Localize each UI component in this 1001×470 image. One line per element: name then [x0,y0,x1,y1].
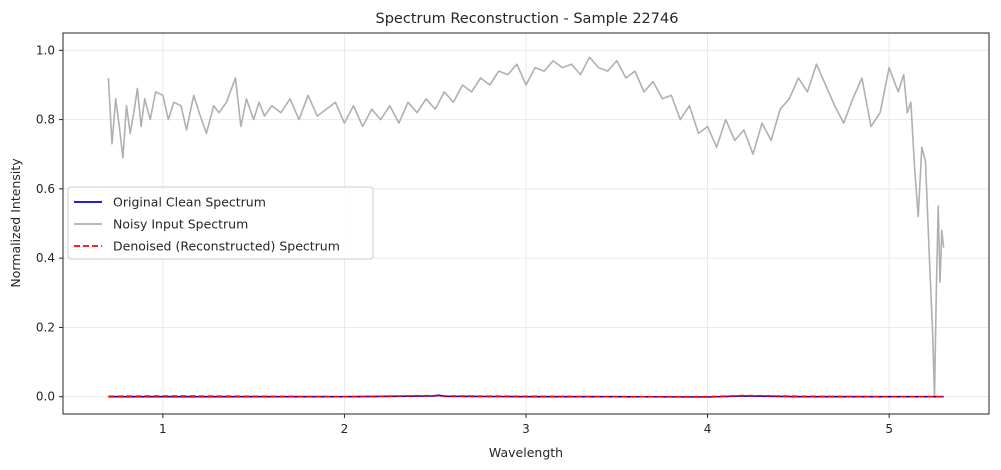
x-axis-ticks: 1 2 3 4 5 [159,414,893,436]
y-tick-label: 0.4 [36,251,55,265]
series-line-1 [107,56,945,398]
series-line-0 [108,394,944,398]
y-axis-ticks: 0.0 0.2 0.4 0.6 0.8 1.0 [36,43,63,404]
legend-box [67,186,374,260]
legend-label-0: Original Clean Spectrum [113,195,266,210]
x-tick-label: 5 [885,422,893,436]
legend-label-1: Noisy Input Spectrum [113,217,248,232]
legend: Original Clean Spectrum Noisy Input Spect… [67,186,374,260]
y-tick-label: 1.0 [36,43,55,57]
y-tick-label: 0.8 [36,113,55,127]
chart-title: Spectrum Reconstruction - Sample 22746 [376,11,679,27]
y-tick-label: 0.0 [36,390,55,404]
x-tick-label: 1 [159,422,167,436]
x-axis-label: Wavelength [489,445,563,460]
x-tick-label: 2 [341,422,349,436]
series-lines [107,56,945,398]
y-axis-label: Normalized Intensity [8,158,23,288]
y-tick-label: 0.6 [36,182,55,196]
y-tick-label: 0.2 [36,320,55,334]
legend-label-2: Denoised (Reconstructed) Spectrum [113,239,340,254]
x-tick-label: 3 [522,422,530,436]
x-tick-label: 4 [704,422,712,436]
